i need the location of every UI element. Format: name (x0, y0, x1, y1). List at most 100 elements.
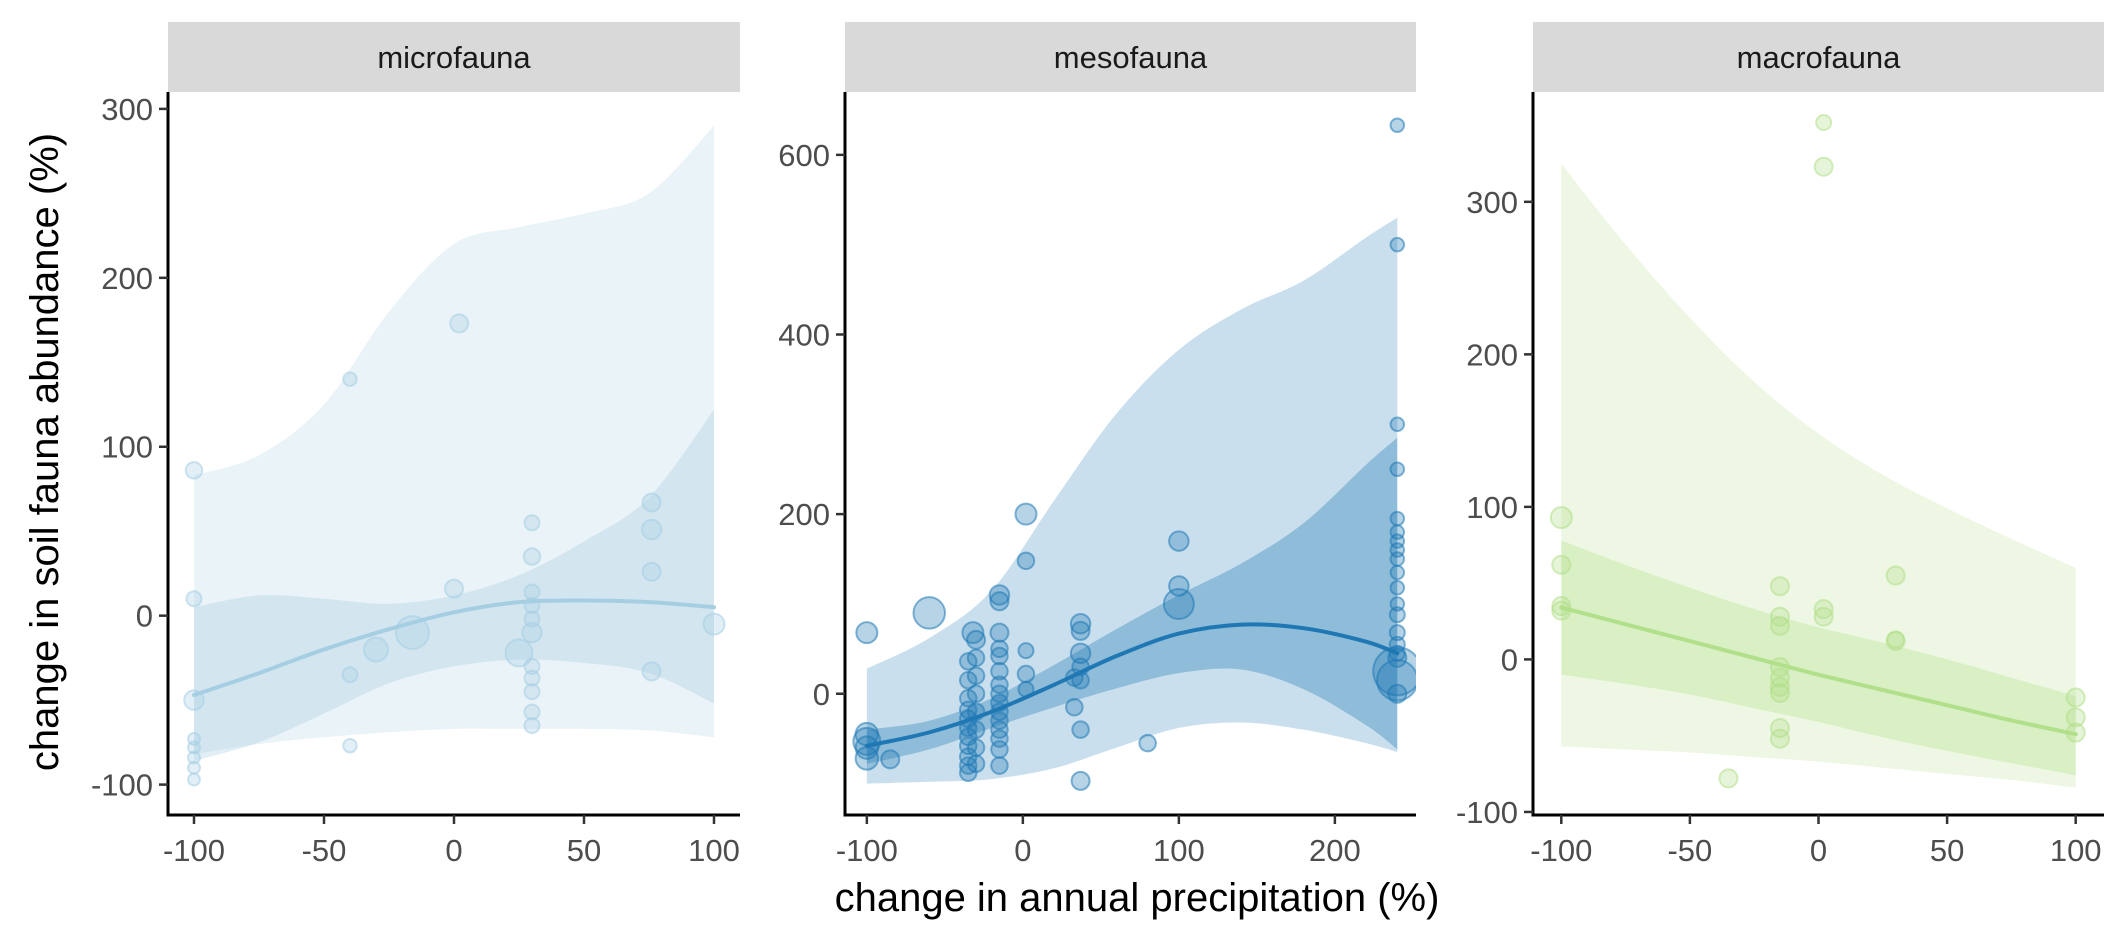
data-point (1162, 587, 1195, 620)
data-point (1069, 612, 1092, 635)
data-point (989, 622, 1010, 643)
data-point (523, 703, 541, 721)
data-point (184, 461, 204, 480)
data-point (1070, 770, 1091, 791)
data-point (1389, 461, 1406, 477)
facet-panel-mesofauna: mesofauna -100 0 100 200 0 200 400 600 (778, 22, 1416, 868)
x-axis-title: change in annual precipitation (%) (835, 876, 1440, 920)
data-point (523, 683, 541, 701)
data-point (988, 584, 1011, 606)
data-point (966, 684, 986, 704)
facet-strip-label: microfauna (377, 40, 531, 75)
x-tick-label: 200 (1309, 833, 1361, 868)
y-tick-label: 100 (101, 430, 153, 465)
y-tick-label: 600 (778, 138, 830, 173)
data-point (1769, 615, 1790, 636)
data-point (966, 720, 986, 739)
data-point (1069, 642, 1092, 665)
x-tick-label: 100 (1153, 833, 1205, 868)
prediction-band (1561, 163, 2076, 788)
confidence-band (866, 437, 1398, 764)
x-tick-label: 50 (1930, 833, 1964, 868)
data-point (1769, 718, 1790, 739)
data-point (1813, 606, 1834, 627)
y-tick-label: 400 (778, 317, 830, 352)
data-point (342, 371, 358, 387)
x-tick-label: 100 (688, 833, 740, 868)
data-point (1016, 664, 1036, 684)
data-point (1014, 502, 1038, 526)
data-point (1769, 576, 1790, 597)
data-point (523, 716, 541, 734)
data-point (449, 313, 470, 334)
y-tick-label: 0 (1501, 642, 1518, 677)
data-point (990, 756, 1009, 775)
y-tick-label: 200 (1466, 337, 1518, 372)
x-tick-label: -50 (1667, 833, 1712, 868)
data-point (522, 547, 542, 566)
facet-strip (845, 22, 1416, 92)
data-point (1389, 551, 1406, 567)
data-point (1070, 620, 1091, 641)
fit-line (1559, 605, 2078, 737)
data-point (966, 666, 986, 686)
y-tick-label: -100 (91, 768, 153, 803)
data-point (1549, 506, 1573, 530)
data-point (187, 760, 201, 775)
data-point (342, 737, 358, 754)
data-point (523, 514, 541, 532)
data-point (1372, 646, 1416, 697)
data-point (966, 629, 987, 650)
data-point (641, 661, 662, 682)
confidence-band (194, 409, 714, 761)
data-point (1138, 733, 1157, 753)
data-point (523, 669, 541, 687)
data-point (1769, 728, 1790, 749)
data-point (1769, 676, 1790, 697)
data-point (185, 590, 203, 608)
data-point (187, 740, 201, 755)
plot-area (852, 117, 1416, 791)
x-tick-label: 0 (1810, 833, 1827, 868)
data-point (1388, 624, 1406, 642)
data-point (523, 657, 541, 675)
data-point (1886, 630, 1905, 649)
data-point (1813, 156, 1834, 177)
data-point (1168, 530, 1190, 552)
data-point (990, 646, 1009, 666)
data-point (1016, 551, 1036, 571)
data-point (966, 738, 986, 757)
facet-strip-label: macrofauna (1737, 40, 1901, 75)
data-point (1885, 565, 1906, 586)
x-tick-label: 0 (445, 833, 462, 868)
data-point (341, 666, 359, 684)
data-point (990, 740, 1009, 759)
prediction-band (866, 217, 1398, 784)
data-point (1769, 682, 1790, 703)
x-tick-label: -50 (302, 833, 347, 868)
data-point (990, 639, 1009, 659)
data-point (1168, 575, 1190, 597)
x-tick-label: 0 (1014, 833, 1031, 868)
data-point (1389, 117, 1406, 133)
y-tick-label: 300 (101, 92, 153, 127)
data-point (2065, 687, 2086, 708)
data-point (990, 662, 1009, 681)
facet-strip (1533, 22, 2104, 92)
data-point (187, 772, 201, 787)
data-point (1017, 642, 1035, 660)
y-axis-title: change in soil fauna abundance (%) (23, 133, 67, 771)
data-point (640, 518, 663, 541)
data-point (1071, 720, 1090, 739)
data-point (444, 578, 464, 599)
data-point (702, 612, 726, 636)
x-tick-label: -100 (836, 833, 898, 868)
data-point (1389, 510, 1406, 527)
data-point (854, 746, 880, 771)
data-point (912, 596, 946, 630)
y-tick-label: 300 (1466, 185, 1518, 220)
data-point (855, 621, 879, 645)
data-point (641, 561, 662, 582)
